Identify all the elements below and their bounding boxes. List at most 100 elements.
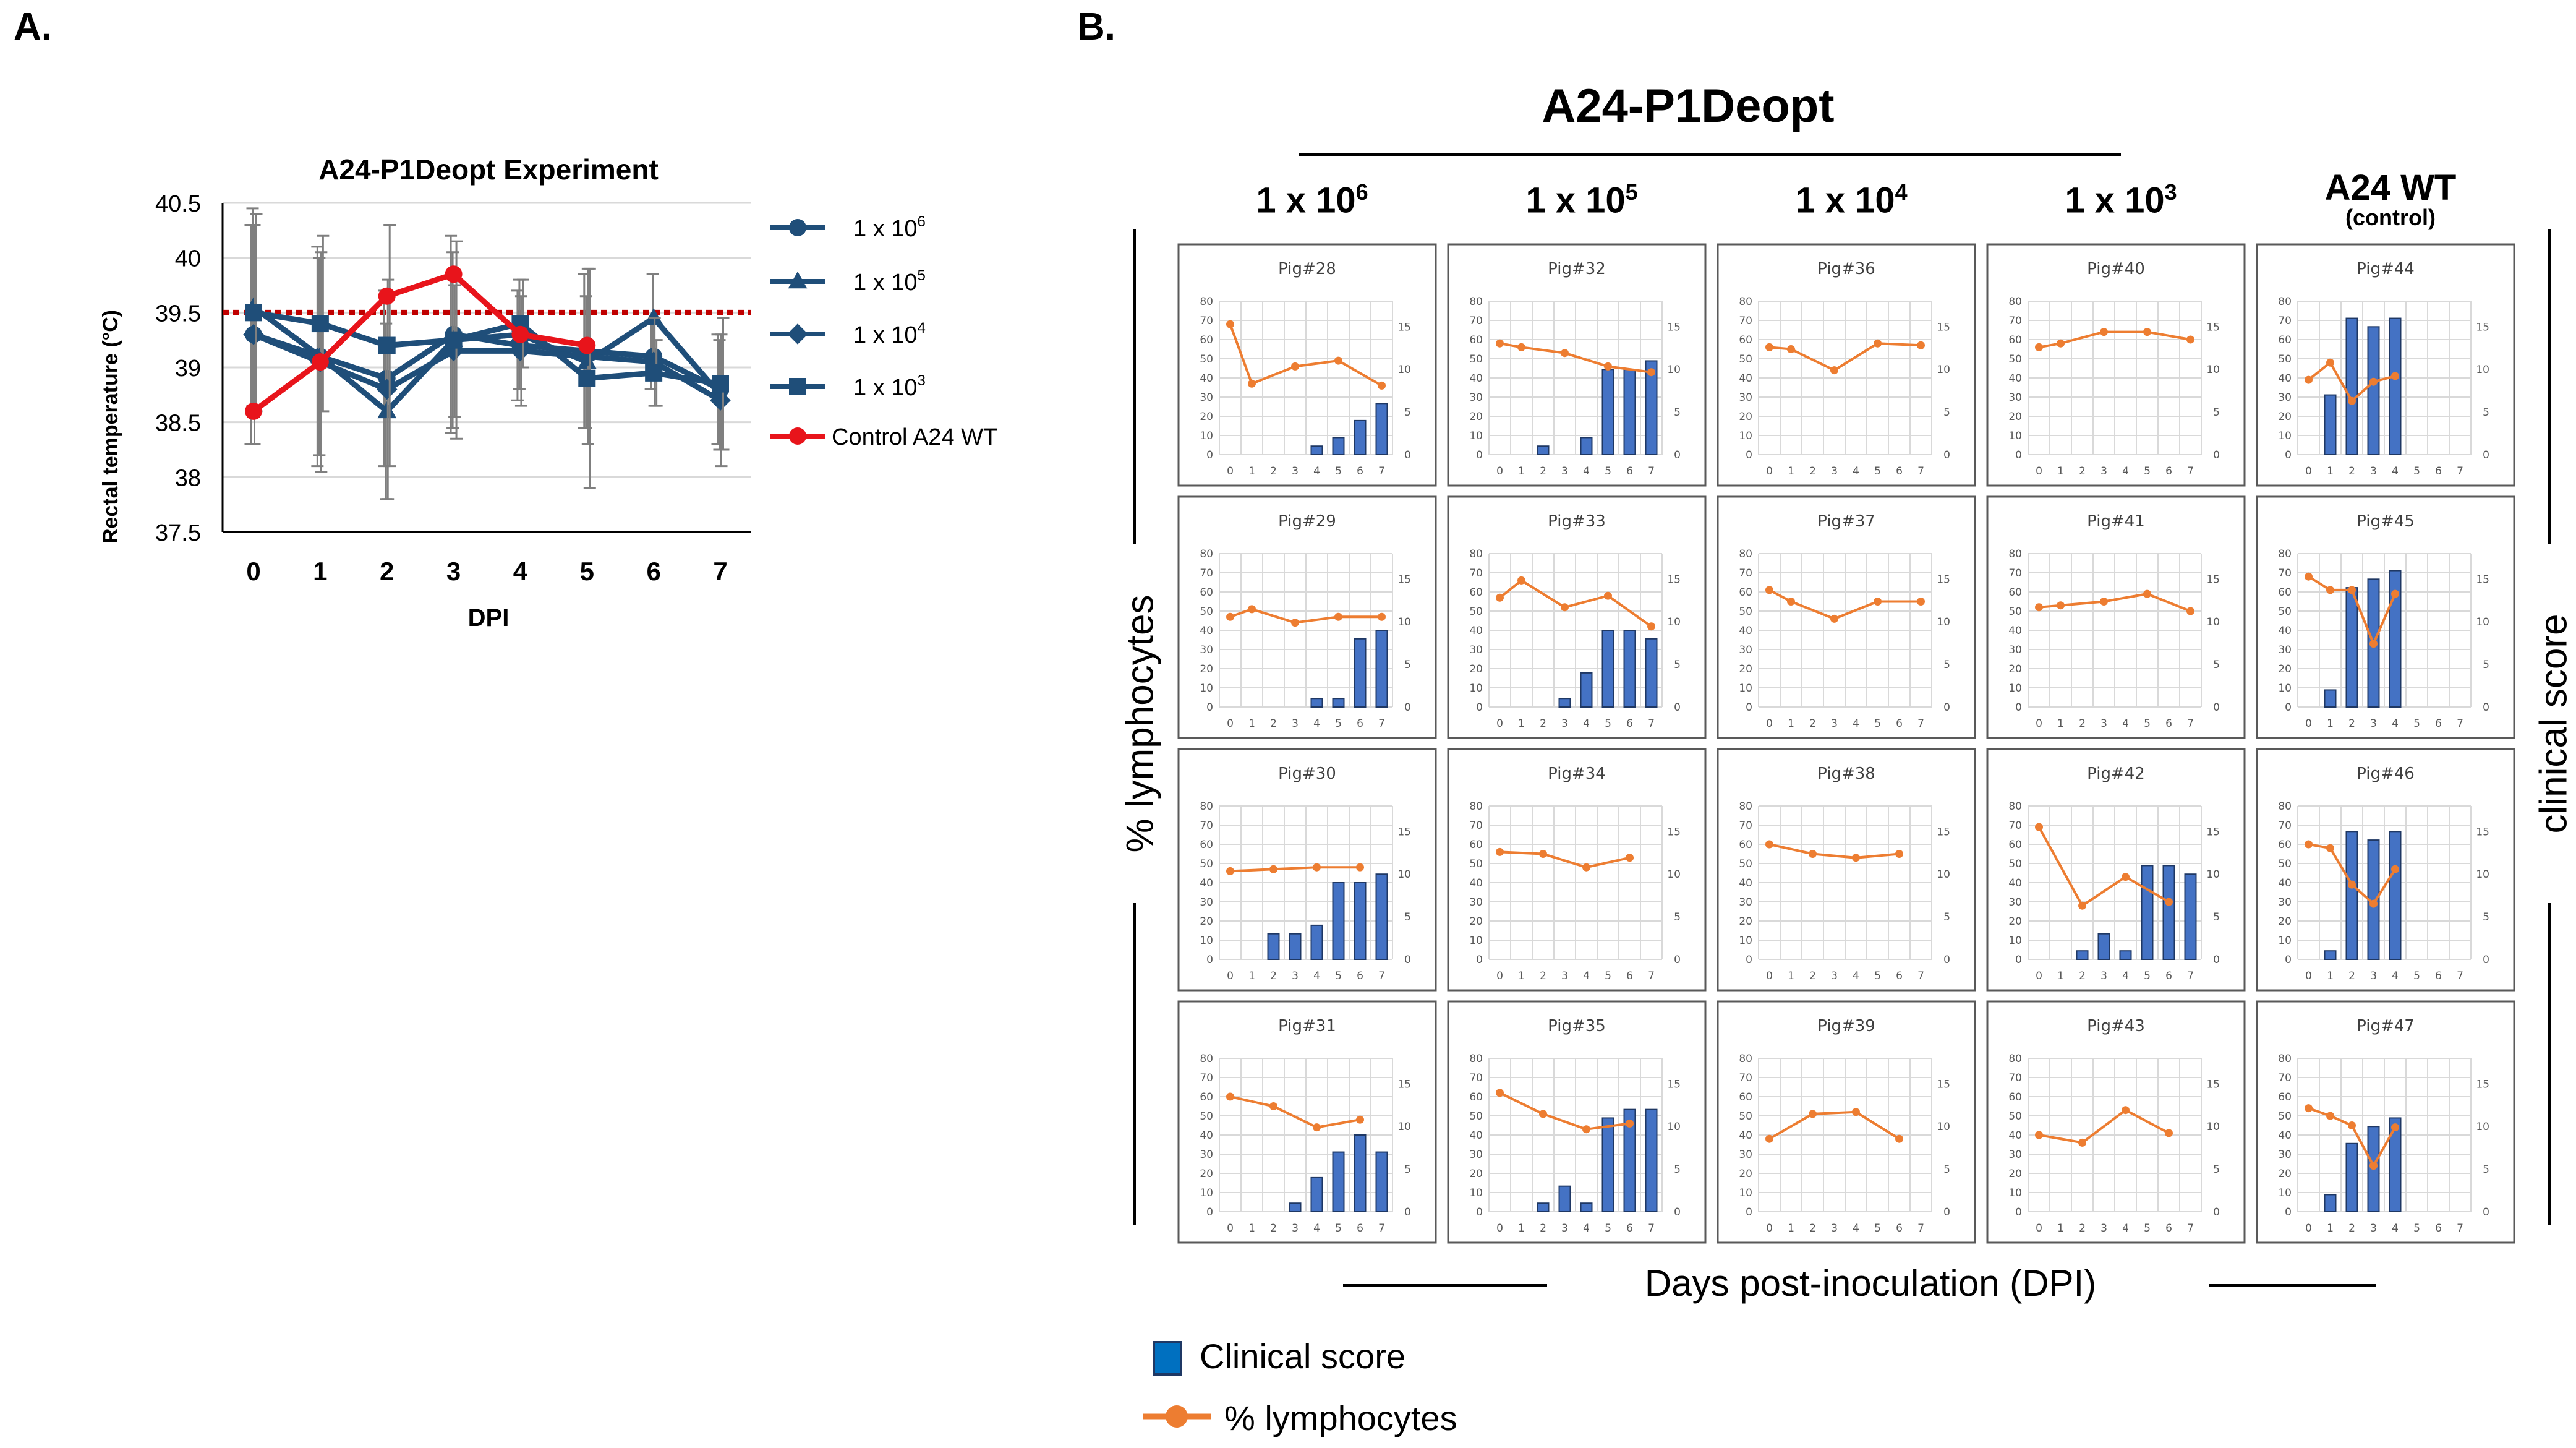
mini-left-tick: 60 bbox=[1200, 1091, 1213, 1103]
legend-marker bbox=[788, 271, 808, 289]
lymphocyte-point bbox=[1917, 341, 1925, 349]
data-point bbox=[710, 390, 731, 411]
lymphocyte-point bbox=[2326, 1112, 2334, 1120]
mini-chart: Pig#41 0 10 20 30 40 50 60 70 80 0 5 10 15 0 1 2 3 4 5 6 7 bbox=[1986, 495, 2246, 739]
mini-left-tick: 50 bbox=[2278, 858, 2292, 870]
mini-chart: Pig#37 0 10 20 30 40 50 60 70 80 0 5 10 15 0 1 2 3 4 5 6 7 bbox=[1717, 495, 1976, 739]
data-point bbox=[510, 340, 531, 362]
clinical-score-bar bbox=[2389, 1117, 2402, 1212]
lymphocyte-point bbox=[1248, 605, 1256, 614]
mini-left-tick: 50 bbox=[2008, 1110, 2022, 1123]
data-point bbox=[243, 324, 264, 345]
mini-left-tick: 80 bbox=[1469, 548, 1483, 560]
lymphocyte-point bbox=[2165, 1129, 2173, 1137]
mini-left-tick: 0 bbox=[2015, 701, 2022, 714]
mini-right-tick: 0 bbox=[1404, 449, 1411, 461]
clinical-score-bar bbox=[1580, 672, 1593, 708]
mini-left-tick: 80 bbox=[1739, 1053, 1752, 1065]
mini-left-tick: 10 bbox=[1469, 682, 1483, 695]
mini-chart-title: Pig#28 bbox=[1278, 260, 1336, 278]
mini-left-tick: 50 bbox=[1469, 858, 1483, 870]
mini-x-tick: 3 bbox=[1561, 1222, 1568, 1235]
mini-x-tick: 5 bbox=[1874, 465, 1881, 478]
mini-x-tick: 1 bbox=[1788, 970, 1794, 982]
mini-left-tick: 80 bbox=[1469, 1053, 1483, 1065]
mini-x-tick: 5 bbox=[1874, 718, 1881, 730]
mini-right-tick: 15 bbox=[1937, 826, 1950, 838]
mini-left-tick: 0 bbox=[1746, 1206, 1752, 1219]
mini-left-tick: 0 bbox=[1476, 701, 1483, 714]
data-point bbox=[245, 402, 262, 420]
mini-left-tick: 40 bbox=[2278, 372, 2292, 385]
lymphocyte-point bbox=[1291, 362, 1299, 371]
mini-left-tick: 40 bbox=[2008, 1129, 2022, 1142]
lymphocyte-point bbox=[2122, 873, 2130, 881]
mini-x-tick: 4 bbox=[2392, 970, 2399, 982]
mini-x-tick: 0 bbox=[1496, 465, 1503, 478]
data-point bbox=[377, 401, 397, 419]
mini-x-tick: 7 bbox=[1917, 970, 1924, 982]
clinical-score-bar bbox=[1310, 1176, 1323, 1212]
mini-left-tick: 70 bbox=[2008, 820, 2022, 832]
lymphocyte-point bbox=[2035, 343, 2043, 351]
lymphocyte-point bbox=[2100, 328, 2108, 336]
mini-left-tick: 10 bbox=[1739, 935, 1752, 947]
mini-left-tick: 70 bbox=[1200, 820, 1213, 832]
mini-left-tick: 50 bbox=[1739, 353, 1752, 366]
mini-chart: Pig#46 0 10 20 30 40 50 60 70 80 0 5 10 15 0 1 2 3 4 5 6 7 bbox=[2256, 748, 2515, 992]
mini-x-tick: 1 bbox=[1248, 718, 1255, 730]
lymphocyte-point bbox=[1561, 349, 1569, 358]
mini-left-tick: 30 bbox=[2008, 644, 2022, 656]
legend-label: 1 x 104 bbox=[853, 320, 926, 348]
clinical-score-bar bbox=[1354, 419, 1367, 455]
mini-left-tick: 30 bbox=[1739, 644, 1752, 656]
mini-x-tick: 7 bbox=[2187, 465, 2194, 478]
mini-right-tick: 5 bbox=[1404, 659, 1411, 671]
mini-x-tick: 7 bbox=[2457, 970, 2463, 982]
y-tick-labels: 37.5 38 38.5 39 39.5 40 40.5 bbox=[155, 191, 201, 546]
mini-left-tick: 50 bbox=[1739, 858, 1752, 870]
lymphocyte-point bbox=[2143, 589, 2151, 598]
mini-left-tick: 60 bbox=[2278, 839, 2292, 851]
mini-left-tick: 20 bbox=[1739, 411, 1752, 423]
mini-right-tick: 5 bbox=[1674, 911, 1681, 923]
mini-left-tick: 10 bbox=[1200, 1187, 1213, 1199]
lymphocyte-point bbox=[1517, 343, 1525, 351]
mini-left-tick: 20 bbox=[1739, 915, 1752, 928]
control-header: A24 WT (control) bbox=[2261, 167, 2520, 231]
mini-x-tick: 3 bbox=[2370, 970, 2377, 982]
mini-left-tick: 50 bbox=[2008, 353, 2022, 366]
legend-marker bbox=[789, 219, 806, 236]
mini-x-tick: 5 bbox=[2413, 1222, 2420, 1235]
mini-left-tick: 20 bbox=[2008, 411, 2022, 423]
mini-left-tick: 30 bbox=[1200, 392, 1213, 404]
mini-right-tick: 10 bbox=[2476, 1121, 2489, 1133]
mini-x-tick: 3 bbox=[1292, 718, 1299, 730]
mini-right-tick: 5 bbox=[2483, 406, 2489, 419]
mini-x-tick: 5 bbox=[1335, 970, 1342, 982]
mini-left-tick: 10 bbox=[1200, 430, 1213, 442]
mini-right-tick: 10 bbox=[1667, 364, 1681, 376]
dose-header-exp: 6 bbox=[1355, 179, 1368, 205]
series-group bbox=[243, 207, 731, 500]
mini-left-tick: 40 bbox=[1739, 372, 1752, 385]
legend-marker bbox=[789, 378, 806, 395]
mini-x-tick: 1 bbox=[2057, 465, 2064, 478]
dose-header-base: 1 x 10 bbox=[1525, 180, 1626, 221]
mini-right-tick: 5 bbox=[2213, 1163, 2220, 1176]
mini-x-tick: 2 bbox=[1809, 465, 1816, 478]
mini-left-tick: 40 bbox=[1200, 372, 1213, 385]
lymphocyte-point bbox=[2143, 328, 2151, 336]
mini-x-tick: 7 bbox=[2187, 718, 2194, 730]
data-point bbox=[245, 304, 262, 322]
mini-chart-title: Pig#36 bbox=[1817, 260, 1875, 278]
mini-left-tick: 40 bbox=[1469, 1129, 1483, 1142]
mini-left-tick: 0 bbox=[1746, 701, 1752, 714]
lymphocyte-point bbox=[1539, 850, 1547, 858]
mini-right-tick: 10 bbox=[1397, 1121, 1411, 1133]
control-title: A24 WT bbox=[2324, 168, 2457, 208]
lymphocyte-point bbox=[1830, 614, 1838, 623]
mini-left-tick: 20 bbox=[2278, 1168, 2292, 1180]
mini-x-tick: 3 bbox=[2370, 718, 2377, 730]
